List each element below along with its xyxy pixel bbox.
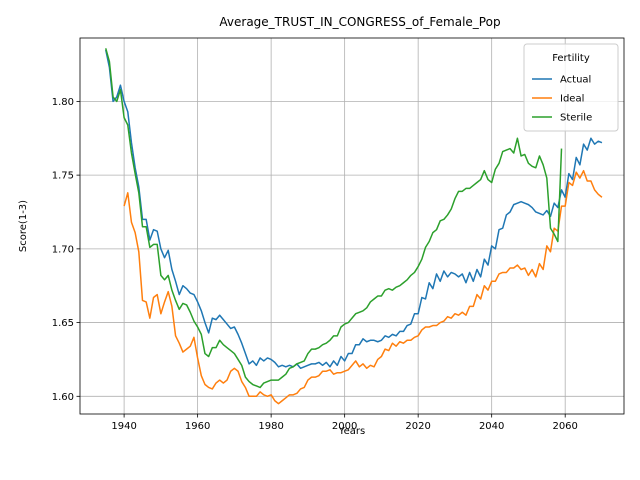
x-tick-label: 2000 bbox=[332, 421, 357, 432]
y-axis-label: Score(1-3) bbox=[18, 200, 29, 252]
y-tick-label: 1.70 bbox=[52, 244, 74, 255]
x-tick-label: 2040 bbox=[479, 421, 504, 432]
series-line-actual bbox=[104, 49, 603, 370]
legend-label-ideal: Ideal bbox=[560, 94, 584, 105]
y-tick-label: 1.60 bbox=[52, 392, 74, 403]
x-tick-label: 1940 bbox=[111, 421, 136, 432]
y-tick-label: 1.65 bbox=[52, 318, 74, 329]
legend-items: Actual Ideal Sterile bbox=[532, 75, 592, 124]
grid-lines bbox=[80, 38, 624, 414]
series-line-ideal bbox=[123, 169, 603, 405]
x-axis-label: Years bbox=[338, 426, 365, 437]
legend: Fertility Actual Ideal Sterile bbox=[523, 43, 619, 132]
legend-label-sterile: Sterile bbox=[560, 113, 592, 124]
x-tick-label: 1960 bbox=[185, 421, 210, 432]
legend-label-actual: Actual bbox=[560, 75, 591, 86]
legend-title: Fertility bbox=[552, 53, 590, 64]
chart-title: Average_TRUST_IN_CONGRESS_of_Female_Pop bbox=[219, 15, 500, 29]
series-line-sterile bbox=[105, 48, 563, 389]
y-axis-ticks: 1.60 1.65 1.70 1.75 1.80 bbox=[52, 97, 80, 403]
x-tick-label: 1980 bbox=[258, 421, 283, 432]
x-tick-label: 2060 bbox=[552, 421, 577, 432]
series-lines bbox=[104, 48, 603, 405]
x-axis-ticks: 1940 1960 1980 2000 2020 2040 2060 bbox=[111, 414, 578, 432]
plot-frame bbox=[79, 37, 625, 415]
legend-box bbox=[523, 43, 619, 132]
y-tick-label: 1.80 bbox=[52, 97, 74, 108]
y-tick-label: 1.75 bbox=[52, 171, 74, 182]
x-tick-label: 2020 bbox=[405, 421, 430, 432]
